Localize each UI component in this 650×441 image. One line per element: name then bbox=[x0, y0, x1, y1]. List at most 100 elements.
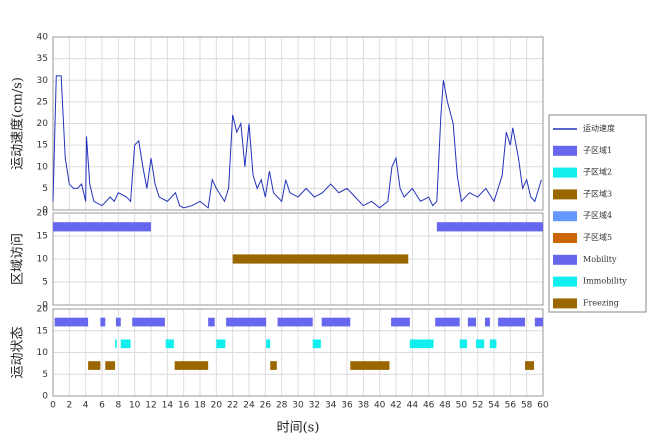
x-tick-label: 14 bbox=[162, 401, 174, 411]
y-axis-title: 区域访问 bbox=[11, 233, 26, 285]
x-tick-label: 48 bbox=[439, 401, 451, 411]
x-axis-title: 时间(s) bbox=[277, 421, 320, 436]
state-bar bbox=[534, 317, 543, 327]
x-tick-label: 40 bbox=[374, 401, 386, 411]
x-tick-label: 24 bbox=[243, 401, 255, 411]
state-bar bbox=[216, 339, 226, 349]
x-tick-label: 20 bbox=[211, 401, 223, 411]
legend-label: Mobility bbox=[583, 255, 617, 264]
x-tick-label: 38 bbox=[358, 401, 370, 411]
state-bar bbox=[525, 361, 535, 370]
x-tick-label: 26 bbox=[260, 401, 272, 411]
y-tick-label: 10 bbox=[37, 162, 49, 172]
state-bar bbox=[120, 339, 131, 349]
legend-swatch bbox=[553, 211, 577, 222]
state-bar bbox=[277, 317, 313, 327]
state-bar bbox=[165, 339, 174, 349]
x-tick-label: 46 bbox=[423, 401, 435, 411]
x-tick-label: 2 bbox=[66, 401, 72, 411]
x-tick-label: 54 bbox=[488, 401, 500, 411]
x-tick-label: 12 bbox=[145, 401, 156, 411]
state-bar bbox=[232, 254, 409, 264]
x-tick-label: 18 bbox=[194, 401, 206, 411]
state-bar bbox=[498, 317, 526, 327]
y-tick-label: 5 bbox=[42, 370, 48, 380]
y-tick-label: 40 bbox=[37, 33, 49, 43]
x-tick-label: 10 bbox=[129, 401, 141, 411]
state-bar bbox=[115, 339, 117, 349]
legend-swatch bbox=[553, 167, 577, 178]
y-tick-label: 25 bbox=[37, 97, 48, 107]
x-tick-label: 22 bbox=[227, 401, 238, 411]
x-tick-label: 32 bbox=[309, 401, 320, 411]
x-tick-label: 30 bbox=[292, 401, 304, 411]
state-bar bbox=[54, 317, 89, 327]
state-bar bbox=[100, 317, 106, 327]
legend-swatch bbox=[553, 254, 577, 265]
state-bar bbox=[350, 361, 390, 370]
y-axis-title: 运动状态 bbox=[11, 326, 26, 378]
x-tick-label: 0 bbox=[50, 401, 56, 411]
state-bar bbox=[226, 317, 267, 327]
state-bar bbox=[391, 317, 410, 327]
y-tick-label: 10 bbox=[37, 255, 49, 265]
x-tick-label: 28 bbox=[276, 401, 288, 411]
state-bar bbox=[208, 317, 215, 327]
state-bar bbox=[467, 317, 477, 327]
state-bar bbox=[132, 317, 165, 327]
state-bar bbox=[105, 361, 116, 370]
x-tick-label: 16 bbox=[178, 401, 190, 411]
legend-label: Freezing bbox=[583, 298, 619, 307]
legend-swatch bbox=[553, 145, 577, 156]
legend-label: 子区域4 bbox=[583, 210, 612, 220]
state-bar bbox=[321, 317, 351, 327]
plot-frame bbox=[52, 36, 544, 211]
state-bar bbox=[459, 339, 468, 349]
state-bar bbox=[489, 339, 497, 349]
legend-label: 运动速度 bbox=[583, 123, 615, 133]
y-axis-title: 运动速度(cm/s) bbox=[10, 77, 26, 170]
plot-frame bbox=[52, 212, 544, 306]
state-bar bbox=[485, 317, 490, 327]
legend-label: Immobility bbox=[583, 277, 627, 286]
legend-label: 子区域2 bbox=[583, 167, 612, 177]
plot-frame bbox=[52, 308, 544, 397]
x-tick-label: 34 bbox=[325, 401, 337, 411]
state-bar bbox=[435, 317, 460, 327]
x-tick-label: 42 bbox=[390, 401, 401, 411]
y-tick-label: 15 bbox=[37, 141, 48, 151]
legend-label: 子区域5 bbox=[583, 232, 612, 242]
y-tick-label: 15 bbox=[37, 326, 48, 336]
y-tick-label: 20 bbox=[37, 209, 49, 219]
y-tick-label: 30 bbox=[37, 76, 49, 86]
x-tick-label: 8 bbox=[115, 401, 121, 411]
state-bar bbox=[476, 339, 485, 349]
y-tick-label: 5 bbox=[42, 278, 48, 288]
state-bar bbox=[88, 361, 101, 370]
y-tick-label: 20 bbox=[37, 119, 49, 129]
speed-line bbox=[52, 75, 542, 209]
x-tick-label: 56 bbox=[505, 401, 517, 411]
x-tick-label: 6 bbox=[99, 401, 105, 411]
y-tick-label: 0 bbox=[42, 301, 48, 311]
state-bar bbox=[266, 339, 271, 349]
x-tick-label: 36 bbox=[341, 401, 353, 411]
y-tick-label: 5 bbox=[42, 184, 48, 194]
x-tick-label: 44 bbox=[407, 401, 419, 411]
state-bar bbox=[409, 339, 434, 349]
y-tick-label: 15 bbox=[37, 232, 48, 242]
legend-swatch bbox=[553, 233, 577, 243]
x-tick-label: 58 bbox=[521, 401, 533, 411]
legend-swatch bbox=[553, 189, 577, 200]
y-tick-label: 35 bbox=[37, 54, 48, 64]
y-tick-label: 0 bbox=[42, 206, 48, 216]
state-bar bbox=[174, 361, 209, 370]
x-tick-label: 60 bbox=[537, 401, 549, 411]
y-tick-label: 0 bbox=[42, 392, 48, 402]
legend-swatch bbox=[553, 298, 577, 309]
state-bar bbox=[270, 361, 277, 370]
state-bar bbox=[436, 222, 543, 232]
legend-label: 子区域3 bbox=[583, 188, 612, 198]
x-tick-label: 50 bbox=[456, 401, 468, 411]
